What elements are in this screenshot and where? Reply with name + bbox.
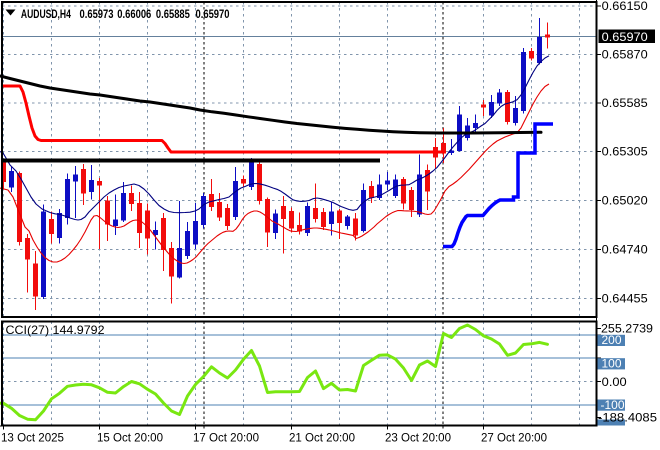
svg-text:21 Oct 20:00: 21 Oct 20:00 bbox=[289, 431, 355, 445]
svg-text:CCI(27) 144.9792: CCI(27) 144.9792 bbox=[6, 323, 105, 337]
svg-text:-100: -100 bbox=[601, 398, 625, 412]
svg-text:-188.4085: -188.4085 bbox=[598, 411, 657, 425]
svg-text:13 Oct 2025: 13 Oct 2025 bbox=[1, 431, 64, 445]
svg-text:15 Oct 20:00: 15 Oct 20:00 bbox=[97, 431, 163, 445]
svg-text:0.65970: 0.65970 bbox=[602, 30, 648, 44]
svg-text:0.65885: 0.65885 bbox=[156, 7, 190, 21]
svg-text:0.65305: 0.65305 bbox=[602, 145, 648, 159]
svg-text:0.65970: 0.65970 bbox=[196, 7, 230, 21]
svg-text:17 Oct 20:00: 17 Oct 20:00 bbox=[193, 431, 259, 445]
svg-text:0.00: 0.00 bbox=[602, 375, 627, 389]
svg-text:0.66150: 0.66150 bbox=[602, 0, 648, 13]
svg-text:200: 200 bbox=[602, 333, 622, 347]
svg-text:0.65020: 0.65020 bbox=[602, 194, 648, 208]
svg-text:100: 100 bbox=[602, 357, 622, 371]
svg-text:23 Oct 20:00: 23 Oct 20:00 bbox=[385, 431, 451, 445]
svg-text:0.64740: 0.64740 bbox=[602, 243, 648, 257]
svg-text:AUDUSD,H4: AUDUSD,H4 bbox=[21, 7, 71, 21]
svg-text:0.65973: 0.65973 bbox=[80, 7, 114, 21]
svg-text:0.66006: 0.66006 bbox=[117, 7, 151, 21]
svg-text:27 Oct 20:00: 27 Oct 20:00 bbox=[481, 431, 547, 445]
svg-text:255.2739: 255.2739 bbox=[601, 322, 653, 336]
svg-text:0.64455: 0.64455 bbox=[602, 292, 648, 306]
svg-text:0.65585: 0.65585 bbox=[602, 96, 648, 110]
svg-text:0.65870: 0.65870 bbox=[602, 48, 648, 62]
